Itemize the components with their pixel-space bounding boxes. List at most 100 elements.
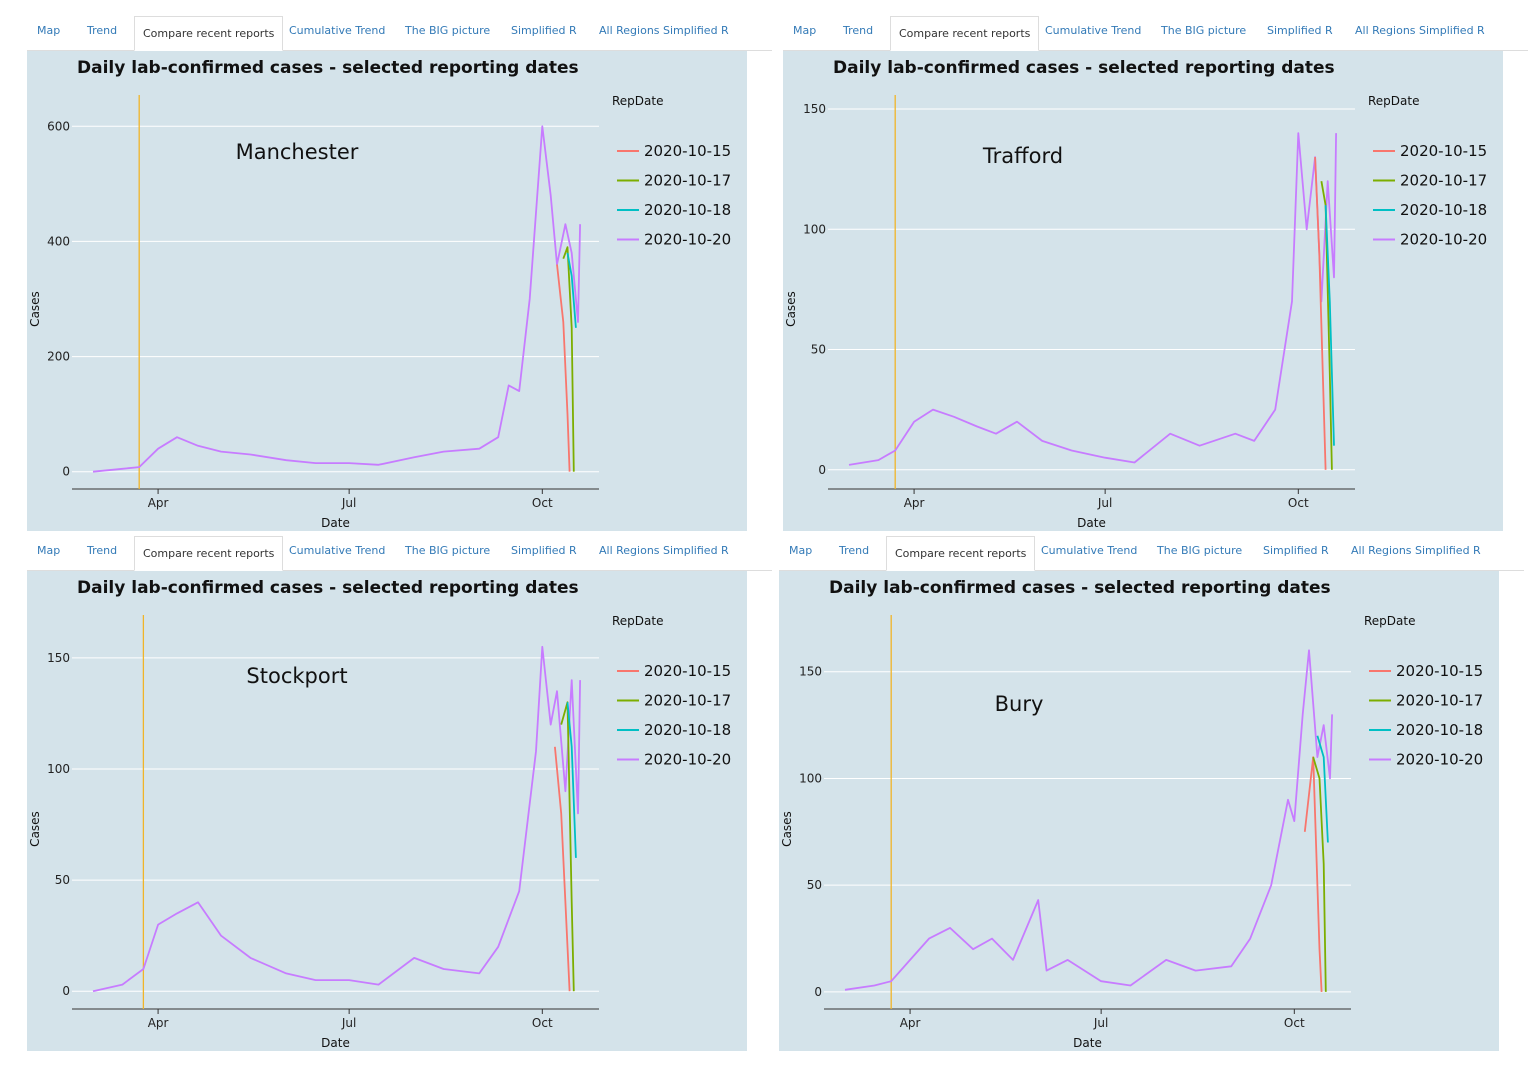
series-line-2020-10-18 — [566, 252, 577, 328]
series-line-2020-10-17 — [560, 701, 575, 992]
tab-compare-recent-reports[interactable]: Compare recent reports — [134, 536, 284, 571]
tab-the-big-picture[interactable]: The BIG picture — [405, 24, 491, 37]
tab-trend[interactable]: Trend — [87, 544, 118, 557]
tab-all-regions-simplified-r[interactable]: All Regions Simplified R — [1351, 544, 1481, 557]
y-tick-label: 50 — [811, 343, 826, 357]
x-tick-label: Oct — [1288, 496, 1309, 510]
tab-map[interactable]: Map — [37, 24, 61, 37]
legend-label: 2020-10-17 — [644, 172, 731, 190]
chart-title: Daily lab-confirmed cases - selected rep… — [829, 578, 1331, 598]
chart-title: Daily lab-confirmed cases - selected rep… — [77, 58, 579, 78]
x-tick-label: Oct — [532, 496, 553, 510]
legend-label: 2020-10-20 — [644, 751, 731, 769]
region-label: Stockport — [246, 664, 347, 688]
x-tick-label: Apr — [904, 496, 925, 510]
plot-area: Daily lab-confirmed cases - selected rep… — [27, 571, 747, 1051]
x-tick-label: Apr — [148, 496, 169, 510]
series-line-2020-10-15 — [554, 746, 571, 992]
chart-svg: Daily lab-confirmed cases - selected rep… — [784, 58, 1487, 530]
tab-trend[interactable]: Trend — [843, 24, 874, 37]
plot-area: Daily lab-confirmed cases - selected rep… — [27, 51, 747, 531]
tab-cumulative-trend[interactable]: Cumulative Trend — [1041, 544, 1138, 557]
tab-the-big-picture[interactable]: The BIG picture — [1161, 24, 1247, 37]
series-line-2020-10-17 — [1312, 756, 1327, 992]
panel-manchester: Map Trend Compare recent reports Cumulative… — [27, 16, 772, 536]
y-axis-label: Cases — [784, 291, 798, 327]
series-line-2020-10-18 — [566, 702, 577, 858]
legend-label: 2020-10-18 — [644, 201, 731, 219]
chart-svg: Daily lab-confirmed cases - selected rep… — [28, 578, 731, 1050]
y-tick-label: 50 — [55, 873, 70, 887]
panel-bury: Map Trend Compare recent reports Cumulative… — [779, 536, 1524, 1056]
chart-svg: Daily lab-confirmed cases - selected rep… — [780, 578, 1483, 1050]
x-tick-label: Oct — [1284, 1016, 1305, 1030]
series-line-2020-10-17 — [1320, 181, 1333, 470]
x-tick-label: Oct — [532, 1016, 553, 1030]
tab-simplified-r[interactable]: Simplified R — [511, 24, 577, 37]
y-tick-label: 100 — [803, 222, 826, 236]
y-tick-label: 150 — [799, 665, 822, 679]
tab-compare-recent-reports[interactable]: Compare recent reports — [134, 16, 284, 51]
legend-label: 2020-10-15 — [644, 662, 731, 680]
panel-trafford: Map Trend Compare recent reports Cumulative… — [783, 16, 1528, 536]
legend-title: RepDate — [1364, 614, 1415, 628]
tab-cumulative-trend[interactable]: Cumulative Trend — [289, 544, 386, 557]
x-axis-label: Date — [321, 1036, 350, 1050]
tab-all-regions-simplified-r[interactable]: All Regions Simplified R — [599, 24, 729, 37]
y-tick-label: 400 — [47, 234, 70, 248]
tab-bar: Map Trend Compare recent reports Cumulative… — [27, 16, 772, 51]
legend-label: 2020-10-20 — [1400, 231, 1487, 249]
legend-label: 2020-10-15 — [644, 142, 731, 160]
tab-simplified-r[interactable]: Simplified R — [1263, 544, 1329, 557]
x-axis-label: Date — [321, 516, 350, 530]
x-tick-label: Jul — [1097, 496, 1112, 510]
x-tick-label: Jul — [341, 1016, 356, 1030]
x-axis-label: Date — [1077, 516, 1106, 530]
tab-all-regions-simplified-r[interactable]: All Regions Simplified R — [599, 544, 729, 557]
plot-area: Daily lab-confirmed cases - selected rep… — [783, 51, 1503, 531]
panel-stockport: Map Trend Compare recent reports Cumulative… — [27, 536, 772, 1056]
tab-the-big-picture[interactable]: The BIG picture — [405, 544, 491, 557]
legend-label: 2020-10-15 — [1396, 662, 1483, 680]
x-tick-label: Apr — [900, 1016, 921, 1030]
y-axis-label: Cases — [780, 811, 794, 847]
legend-label: 2020-10-18 — [1400, 201, 1487, 219]
y-tick-label: 0 — [818, 463, 826, 477]
y-tick-label: 600 — [47, 119, 70, 133]
y-axis-label: Cases — [28, 811, 42, 847]
y-tick-label: 200 — [47, 350, 70, 364]
tab-simplified-r[interactable]: Simplified R — [511, 544, 577, 557]
tab-compare-recent-reports[interactable]: Compare recent reports — [890, 16, 1040, 51]
tab-map[interactable]: Map — [793, 24, 817, 37]
tab-cumulative-trend[interactable]: Cumulative Trend — [289, 24, 386, 37]
tab-trend[interactable]: Trend — [87, 24, 118, 37]
legend-title: RepDate — [1368, 94, 1419, 108]
tab-map[interactable]: Map — [789, 544, 813, 557]
series-line-2020-10-20 — [92, 645, 581, 993]
series-line-2020-10-18 — [1324, 205, 1335, 446]
tab-compare-recent-reports[interactable]: Compare recent reports — [886, 536, 1036, 571]
tab-simplified-r[interactable]: Simplified R — [1267, 24, 1333, 37]
x-tick-label: Apr — [148, 1016, 169, 1030]
y-tick-label: 0 — [62, 465, 70, 479]
region-label: Trafford — [982, 144, 1063, 168]
y-axis-label: Cases — [28, 291, 42, 327]
legend-label: 2020-10-17 — [1396, 692, 1483, 710]
y-tick-label: 0 — [814, 985, 822, 999]
legend-title: RepDate — [612, 614, 663, 628]
chart-title: Daily lab-confirmed cases - selected rep… — [77, 578, 579, 598]
series-line-2020-10-20 — [848, 132, 1337, 466]
x-tick-label: Jul — [341, 496, 356, 510]
x-tick-label: Jul — [1093, 1016, 1108, 1030]
tab-the-big-picture[interactable]: The BIG picture — [1157, 544, 1243, 557]
x-axis-label: Date — [1073, 1036, 1102, 1050]
tab-map[interactable]: Map — [37, 544, 61, 557]
legend-label: 2020-10-15 — [1400, 142, 1487, 160]
y-tick-label: 150 — [47, 651, 70, 665]
tab-trend[interactable]: Trend — [839, 544, 870, 557]
region-label: Manchester — [236, 140, 359, 164]
legend-label: 2020-10-18 — [644, 721, 731, 739]
tab-cumulative-trend[interactable]: Cumulative Trend — [1045, 24, 1142, 37]
tab-all-regions-simplified-r[interactable]: All Regions Simplified R — [1355, 24, 1485, 37]
tab-bar: Map Trend Compare recent reports Cumulative… — [783, 16, 1528, 51]
